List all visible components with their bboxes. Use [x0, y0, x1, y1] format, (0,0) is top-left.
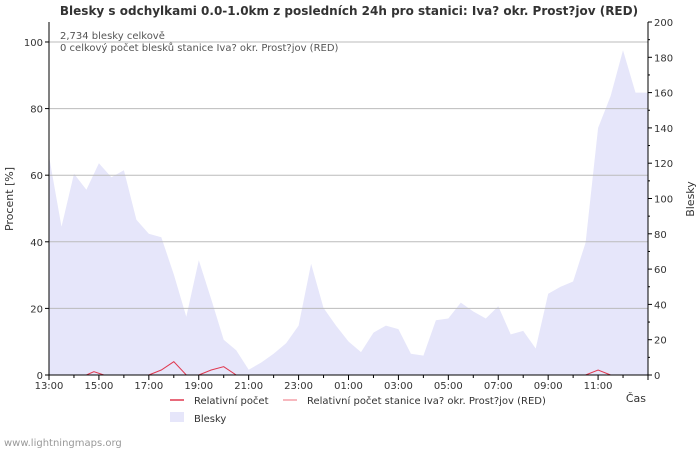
y-left-tick-label: 100 [24, 38, 43, 49]
y-left-tick-label: 0 [37, 371, 43, 382]
legend-swatch-2 [170, 412, 184, 422]
x-tick-label: 03:00 [384, 381, 413, 392]
x-tick-label: 15:00 [85, 381, 114, 392]
legend-label-1: Relativní počet stanice Iva? okr. Prost?… [307, 395, 546, 407]
legend-label-2: Blesky [194, 414, 226, 425]
y-left-tick-label: 20 [30, 304, 43, 315]
x-tick-label: 17:00 [134, 381, 163, 392]
y-left-tick-label: 60 [30, 171, 43, 182]
annotation-station: 0 celkový počet blesků stanice Iva? okr.… [60, 42, 339, 54]
y-right-tick-label: 180 [654, 53, 673, 64]
series-blesky-area [49, 50, 648, 375]
y-right-tick-label: 200 [654, 18, 673, 29]
y-left-tick-label: 40 [30, 238, 43, 249]
y-right-tick-label: 160 [654, 89, 673, 100]
x-tick-label: 21:00 [234, 381, 263, 392]
x-tick-label: 01:00 [334, 381, 363, 392]
y-axis-right-label: Blesky [684, 181, 697, 217]
y-right-tick-label: 60 [654, 265, 667, 276]
x-tick-label: 23:00 [284, 381, 313, 392]
annotation-total: 2,734 blesky celkově [60, 30, 165, 42]
x-axis-label: Čas [626, 392, 646, 405]
x-tick-label: 09:00 [534, 381, 563, 392]
y-axis-left-label: Procent [%] [3, 167, 16, 231]
legend-label-0: Relativní počet [194, 395, 269, 407]
y-right-tick-label: 0 [654, 371, 660, 382]
y-right-tick-label: 80 [654, 230, 667, 241]
y-right-tick-label: 140 [654, 124, 673, 135]
x-tick-label: 11:00 [584, 381, 613, 392]
x-tick-label: 13:00 [35, 381, 64, 392]
y-left-tick-label: 80 [30, 105, 43, 116]
x-tick-label: 07:00 [484, 381, 513, 392]
y-right-tick-label: 40 [654, 300, 667, 311]
x-tick-label: 05:00 [434, 381, 463, 392]
footer-site: www.lightningmaps.org [4, 438, 122, 449]
y-right-tick-label: 120 [654, 159, 673, 170]
y-right-tick-label: 20 [654, 336, 667, 347]
chart-title: Blesky s odchylkami 0.0-1.0km z poslední… [60, 4, 638, 18]
x-tick-label: 19:00 [184, 381, 213, 392]
y-right-tick-label: 100 [654, 195, 673, 206]
